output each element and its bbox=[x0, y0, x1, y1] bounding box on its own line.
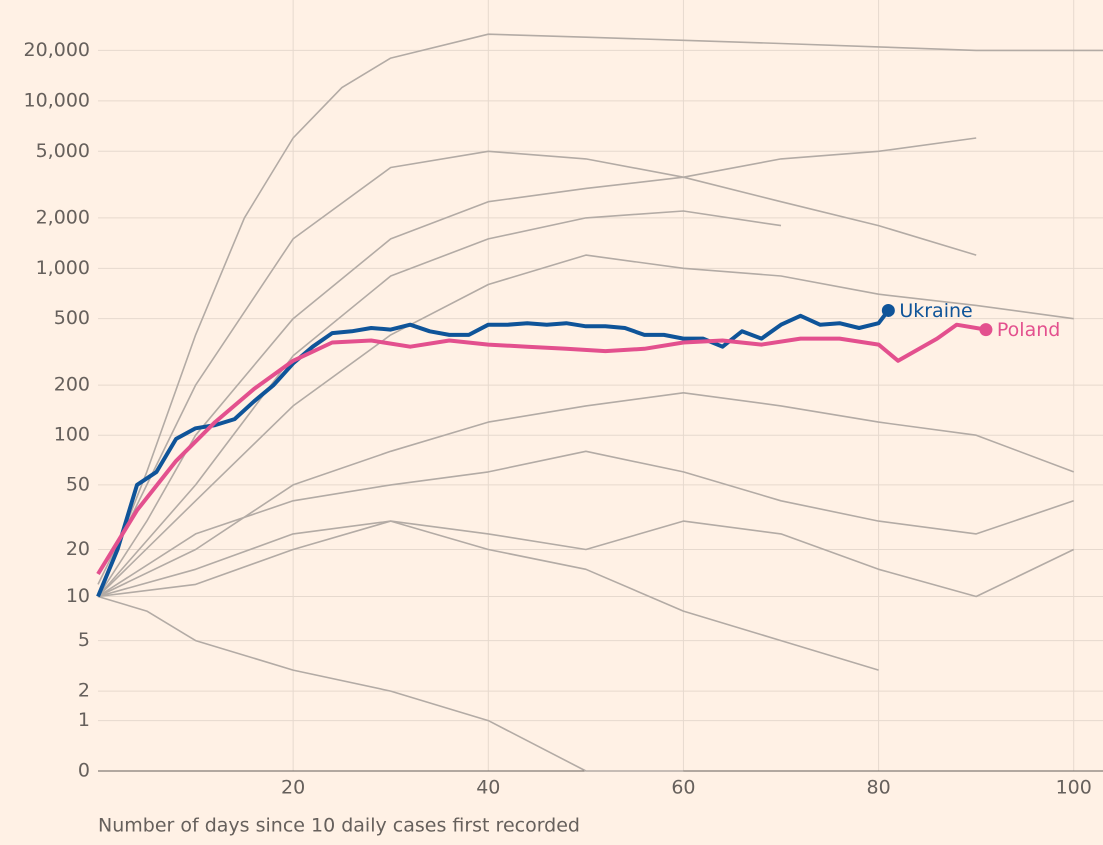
end-dot bbox=[979, 323, 993, 337]
y-tick-label: 50 bbox=[66, 473, 90, 495]
country-line bbox=[97, 520, 1075, 598]
y-tick-label: 1,000 bbox=[36, 257, 90, 279]
x-tick-label: 60 bbox=[671, 777, 695, 799]
series-label: Ukraine bbox=[899, 300, 972, 322]
y-tick-label: 20,000 bbox=[24, 39, 90, 61]
x-tick-label: 20 bbox=[281, 777, 305, 799]
y-tick-label: 5 bbox=[78, 629, 90, 651]
y-tick-label: 2 bbox=[78, 680, 90, 702]
y-tick-label: 1 bbox=[78, 709, 90, 731]
y-tick-label: 0 bbox=[78, 760, 90, 782]
country-line bbox=[97, 150, 977, 585]
x-tick-label: 80 bbox=[866, 777, 890, 799]
country-line bbox=[97, 210, 782, 598]
x-tick-label: 40 bbox=[476, 777, 500, 799]
end-dot bbox=[881, 303, 895, 317]
highlight-line bbox=[96, 322, 987, 576]
country-line bbox=[97, 450, 1074, 598]
y-tick-label: 100 bbox=[54, 424, 90, 446]
country-line bbox=[97, 33, 1103, 597]
country-line bbox=[97, 520, 879, 671]
y-tick-label: 20 bbox=[66, 538, 90, 560]
y-tick-label: 10,000 bbox=[24, 89, 90, 111]
country-line bbox=[97, 595, 684, 772]
y-tick-label: 10 bbox=[66, 585, 90, 607]
country-line bbox=[97, 137, 977, 597]
y-tick-label: 200 bbox=[54, 374, 90, 396]
x-axis-label: Number of days since 10 daily cases firs… bbox=[98, 815, 580, 837]
y-tick-label: 5,000 bbox=[36, 140, 90, 162]
series-label: Poland bbox=[997, 319, 1060, 341]
highlight-line bbox=[96, 309, 890, 598]
y-tick-label: 2,000 bbox=[36, 206, 90, 228]
y-tick-label: 500 bbox=[54, 307, 90, 329]
country-line bbox=[97, 392, 1074, 598]
country-line bbox=[97, 254, 1074, 598]
x-tick-label: 100 bbox=[1056, 777, 1092, 799]
